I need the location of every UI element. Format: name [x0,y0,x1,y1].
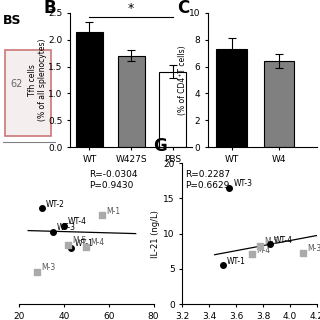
FancyBboxPatch shape [4,50,51,136]
Text: G: G [153,137,167,155]
Point [84,244,89,249]
Bar [118,56,145,147]
Text: R=-0.0304
P=0.9430: R=-0.0304 P=0.9430 [89,170,138,190]
Text: R=0.2287
P=0.6629: R=0.2287 P=0.6629 [185,170,230,190]
Text: M-5: M-5 [265,237,279,246]
Text: 62: 62 [10,79,23,90]
Y-axis label: IL-21 (ng/L): IL-21 (ng/L) [151,210,161,258]
Text: WT-4: WT-4 [274,236,293,245]
Point [267,242,272,247]
Text: WT-1: WT-1 [75,239,94,248]
Point [258,243,263,248]
Text: *: * [128,2,134,15]
Text: C: C [178,0,190,17]
Text: WT-3: WT-3 [57,223,76,232]
Point [39,206,44,211]
Point [61,223,67,228]
Bar [159,72,187,147]
Point [301,250,306,255]
Point [68,245,73,250]
Text: B: B [44,0,56,17]
Text: M-1: M-1 [106,207,120,216]
Point [220,263,225,268]
Point [100,213,105,218]
Bar [216,49,247,147]
Point [227,185,232,190]
Text: BS: BS [3,14,21,27]
Bar [264,61,294,147]
Text: WT-4: WT-4 [68,217,87,226]
Point [250,252,255,257]
Point [35,269,40,274]
Text: WT-1: WT-1 [227,257,246,266]
Text: M-3: M-3 [41,263,56,272]
Text: M-5: M-5 [73,236,87,245]
Point [50,229,55,234]
Text: M-4: M-4 [256,246,271,255]
Y-axis label: (% of CD4⁺T cells): (% of CD4⁺T cells) [179,45,188,115]
Text: WT-3: WT-3 [234,180,252,188]
Text: M-3: M-3 [308,244,320,253]
Text: M-4: M-4 [91,238,105,247]
Text: WT-2: WT-2 [46,200,65,209]
Bar [76,32,103,147]
Point [66,242,71,247]
Y-axis label: Tfh cells
(% of all splenocytes): Tfh cells (% of all splenocytes) [28,39,47,121]
